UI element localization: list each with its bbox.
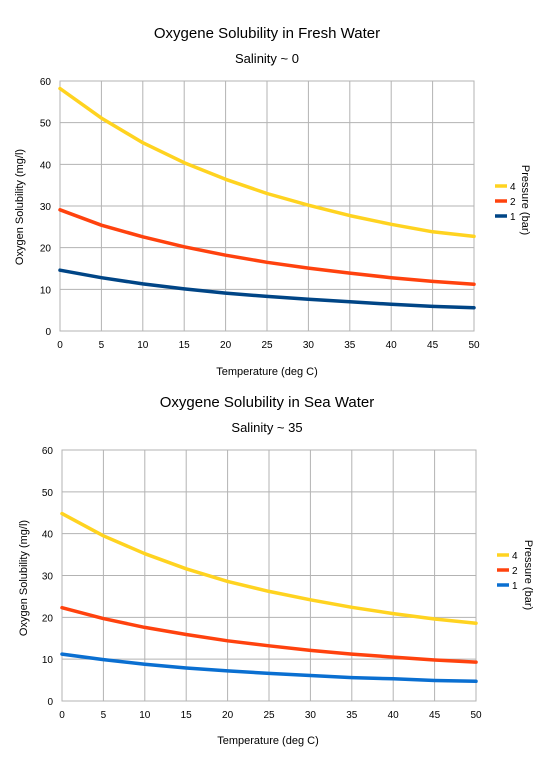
x-tick-label: 5: [101, 710, 107, 721]
x-axis-label: Temperature (deg C): [216, 366, 318, 378]
series-line-1: [60, 652, 478, 684]
y-tick-label: 60: [42, 446, 54, 457]
x-tick-label: 30: [305, 710, 317, 721]
y-tick-label: 50: [42, 488, 54, 499]
plot-frame: [59, 80, 475, 332]
x-tick-label: 35: [344, 340, 356, 351]
legend-item: 2: [495, 197, 516, 208]
x-tick-label: 0: [57, 340, 63, 351]
legend-title: Pressure (bar): [522, 540, 534, 610]
y-tick-label: 0: [45, 327, 51, 338]
x-tick-label: 10: [139, 710, 151, 721]
legend-label: 4: [510, 182, 516, 193]
x-tick-label: 20: [222, 710, 234, 721]
x-tick-label: 50: [470, 710, 482, 721]
x-tick-label: 15: [179, 340, 191, 351]
x-tick-label: 40: [386, 340, 398, 351]
legend-label: 4: [512, 551, 518, 562]
x-tick-label: 25: [261, 340, 273, 351]
y-axis-label: Oxygen Solubility (mg/l): [14, 149, 26, 265]
series-line-1: [58, 268, 476, 310]
y-tick-label: 30: [40, 202, 52, 213]
chart-title: Oxygene Solubility in Sea Water: [160, 394, 375, 411]
series-line-2: [60, 605, 478, 664]
legend-item: 4: [495, 182, 516, 193]
legend-label: 1: [512, 581, 518, 592]
x-tick-label: 50: [468, 340, 480, 351]
y-tick-label: 60: [40, 77, 52, 88]
chart-title: Oxygene Solubility in Fresh Water: [154, 25, 380, 42]
legend-title: Pressure (bar): [519, 165, 531, 235]
y-tick-label: 20: [42, 613, 54, 624]
y-tick-label: 0: [47, 697, 53, 708]
y-tick-label: 40: [42, 530, 54, 541]
x-tick-label: 0: [59, 710, 65, 721]
plot-area: 0 5 10 15 20 25 30 35 40 45 50 0 10 20 30 40 50 60: [42, 446, 482, 721]
y-tick-label: 50: [40, 119, 52, 130]
plot-frame: [61, 449, 477, 702]
x-tick-label: 15: [181, 710, 193, 721]
x-tick-label: 40: [388, 710, 400, 721]
x-tick-label: 25: [263, 710, 275, 721]
legend-item: 4: [497, 551, 518, 562]
chart-sea-water: Oxygene Solubility in Sea Water Salinity…: [18, 394, 534, 747]
x-axis-label: Temperature (deg C): [217, 735, 319, 747]
y-tick-label: 10: [42, 655, 54, 666]
y-tick-label: 10: [40, 285, 52, 296]
x-tick-label: 45: [427, 340, 439, 351]
legend-label: 2: [510, 197, 516, 208]
y-axis-label: Oxygen Solubility (mg/l): [18, 520, 30, 636]
x-tick-label: 35: [346, 710, 358, 721]
x-tick-label: 45: [429, 710, 441, 721]
legend-item: 1: [497, 581, 518, 592]
legend-item: 2: [497, 566, 518, 577]
legend: 4 2 1: [497, 551, 518, 592]
series-line-4: [58, 86, 476, 239]
legend-label: 2: [512, 566, 518, 577]
x-tick-label: 5: [99, 340, 105, 351]
chart-subtitle: Salinity ~ 0: [235, 51, 299, 66]
y-tick-label: 30: [42, 572, 54, 583]
x-tick-label: 10: [137, 340, 149, 351]
y-tick-label: 20: [40, 244, 52, 255]
legend-label: 1: [510, 212, 516, 223]
chart-subtitle: Salinity ~ 35: [231, 420, 302, 435]
series-line-4: [60, 511, 478, 625]
legend: 4 2 1: [495, 182, 516, 223]
chart-fresh-water: Oxygene Solubility in Fresh Water Salini…: [14, 25, 531, 378]
x-tick-label: 20: [220, 340, 232, 351]
legend-item: 1: [495, 212, 516, 223]
x-tick-label: 30: [303, 340, 315, 351]
series-line-2: [58, 208, 476, 287]
y-tick-label: 40: [40, 160, 52, 171]
plot-area: 0 5 10 15 20 25 30 35 40 45 50 0 10 20 30 40 50 60: [40, 77, 480, 351]
